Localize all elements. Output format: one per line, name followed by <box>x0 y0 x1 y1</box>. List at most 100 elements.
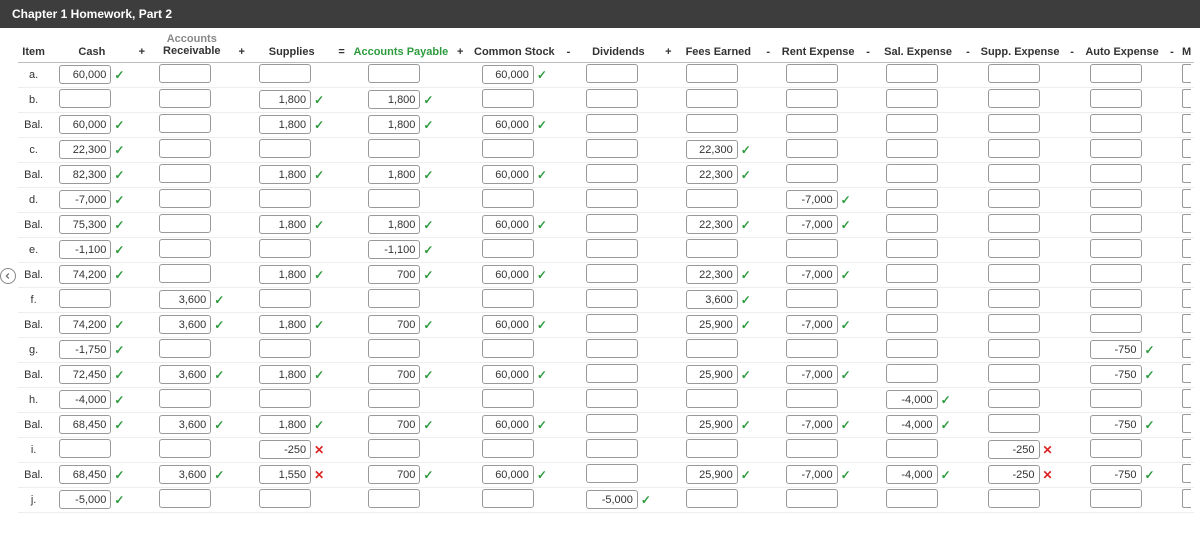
sup-input[interactable] <box>259 339 311 358</box>
cash-input[interactable]: -7,000 <box>59 190 111 209</box>
fees-input[interactable]: 25,900 <box>686 315 738 334</box>
m-input[interactable] <box>1182 239 1191 258</box>
m-input[interactable] <box>1182 314 1191 333</box>
ap-input[interactable]: 1,800 <box>368 90 420 109</box>
div-input[interactable]: -5,000 <box>586 490 638 509</box>
supp-input[interactable] <box>988 89 1040 108</box>
cs-input[interactable] <box>482 389 534 408</box>
sal-input[interactable] <box>886 164 938 183</box>
m-input[interactable] <box>1182 264 1191 283</box>
supp-input[interactable] <box>988 314 1040 333</box>
m-input[interactable] <box>1182 339 1191 358</box>
ap-input[interactable]: -1,100 <box>368 240 420 259</box>
cash-input[interactable]: -1,750 <box>59 340 111 359</box>
sal-input[interactable] <box>886 489 938 508</box>
m-input[interactable] <box>1182 164 1191 183</box>
m-input[interactable] <box>1182 289 1191 308</box>
ar-input[interactable] <box>159 114 211 133</box>
cs-input[interactable] <box>482 489 534 508</box>
rent-input[interactable] <box>786 439 838 458</box>
rent-input[interactable] <box>786 139 838 158</box>
ap-input[interactable] <box>368 289 420 308</box>
cs-input[interactable]: 60,000 <box>482 165 534 184</box>
ap-input[interactable] <box>368 389 420 408</box>
auto-input[interactable] <box>1090 389 1142 408</box>
m-input[interactable] <box>1182 89 1191 108</box>
rent-input[interactable]: -7,000 <box>786 365 838 384</box>
ap-input[interactable]: 700 <box>368 365 420 384</box>
cash-input[interactable]: 68,450 <box>59 465 111 484</box>
auto-input[interactable] <box>1090 214 1142 233</box>
supp-input[interactable] <box>988 264 1040 283</box>
div-input[interactable] <box>586 339 638 358</box>
rent-input[interactable]: -7,000 <box>786 415 838 434</box>
sup-input[interactable]: 1,800 <box>259 215 311 234</box>
fees-input[interactable] <box>686 339 738 358</box>
sup-input[interactable]: 1,800 <box>259 90 311 109</box>
ap-input[interactable]: 700 <box>368 465 420 484</box>
ap-input[interactable] <box>368 439 420 458</box>
m-input[interactable] <box>1182 489 1191 508</box>
ap-input[interactable] <box>368 189 420 208</box>
sup-input[interactable]: -250 <box>259 440 311 459</box>
div-input[interactable] <box>586 264 638 283</box>
ap-input[interactable] <box>368 339 420 358</box>
cash-input[interactable] <box>59 289 111 308</box>
cs-input[interactable] <box>482 339 534 358</box>
ar-input[interactable] <box>159 89 211 108</box>
fees-input[interactable] <box>686 439 738 458</box>
ar-input[interactable] <box>159 439 211 458</box>
supp-input[interactable] <box>988 239 1040 258</box>
m-input[interactable] <box>1182 214 1191 233</box>
sal-input[interactable] <box>886 114 938 133</box>
sal-input[interactable]: -4,000 <box>886 465 938 484</box>
cash-input[interactable]: 72,450 <box>59 365 111 384</box>
rent-input[interactable]: -7,000 <box>786 465 838 484</box>
auto-input[interactable] <box>1090 139 1142 158</box>
div-input[interactable] <box>586 439 638 458</box>
fees-input[interactable] <box>686 389 738 408</box>
ar-input[interactable] <box>159 264 211 283</box>
cash-input[interactable]: 74,200 <box>59 265 111 284</box>
auto-input[interactable] <box>1090 314 1142 333</box>
prev-arrow-button[interactable] <box>0 268 16 284</box>
div-input[interactable] <box>586 139 638 158</box>
supp-input[interactable]: -250 <box>988 440 1040 459</box>
cash-input[interactable]: -4,000 <box>59 390 111 409</box>
cs-input[interactable]: 60,000 <box>482 415 534 434</box>
div-input[interactable] <box>586 414 638 433</box>
auto-input[interactable] <box>1090 264 1142 283</box>
rent-input[interactable] <box>786 64 838 83</box>
ar-input[interactable] <box>159 339 211 358</box>
ar-input[interactable] <box>159 139 211 158</box>
sup-input[interactable] <box>259 239 311 258</box>
cash-input[interactable] <box>59 89 111 108</box>
sup-input[interactable] <box>259 189 311 208</box>
supp-input[interactable] <box>988 339 1040 358</box>
div-input[interactable] <box>586 289 638 308</box>
m-input[interactable] <box>1182 464 1191 483</box>
rent-input[interactable]: -7,000 <box>786 215 838 234</box>
sup-input[interactable]: 1,800 <box>259 165 311 184</box>
supp-input[interactable] <box>988 214 1040 233</box>
rent-input[interactable] <box>786 89 838 108</box>
ar-input[interactable] <box>159 189 211 208</box>
sal-input[interactable]: -4,000 <box>886 415 938 434</box>
fees-input[interactable]: 22,300 <box>686 265 738 284</box>
supp-input[interactable] <box>988 139 1040 158</box>
auto-input[interactable] <box>1090 89 1142 108</box>
sal-input[interactable] <box>886 364 938 383</box>
fees-input[interactable]: 3,600 <box>686 290 738 309</box>
sal-input[interactable] <box>886 264 938 283</box>
ap-input[interactable] <box>368 489 420 508</box>
rent-input[interactable] <box>786 489 838 508</box>
ar-input[interactable] <box>159 389 211 408</box>
ar-input[interactable]: 3,600 <box>159 315 211 334</box>
sup-input[interactable]: 1,800 <box>259 265 311 284</box>
ar-input[interactable]: 3,600 <box>159 365 211 384</box>
m-input[interactable] <box>1182 64 1191 83</box>
cs-input[interactable] <box>482 289 534 308</box>
cs-input[interactable]: 60,000 <box>482 115 534 134</box>
cs-input[interactable] <box>482 239 534 258</box>
div-input[interactable] <box>586 114 638 133</box>
